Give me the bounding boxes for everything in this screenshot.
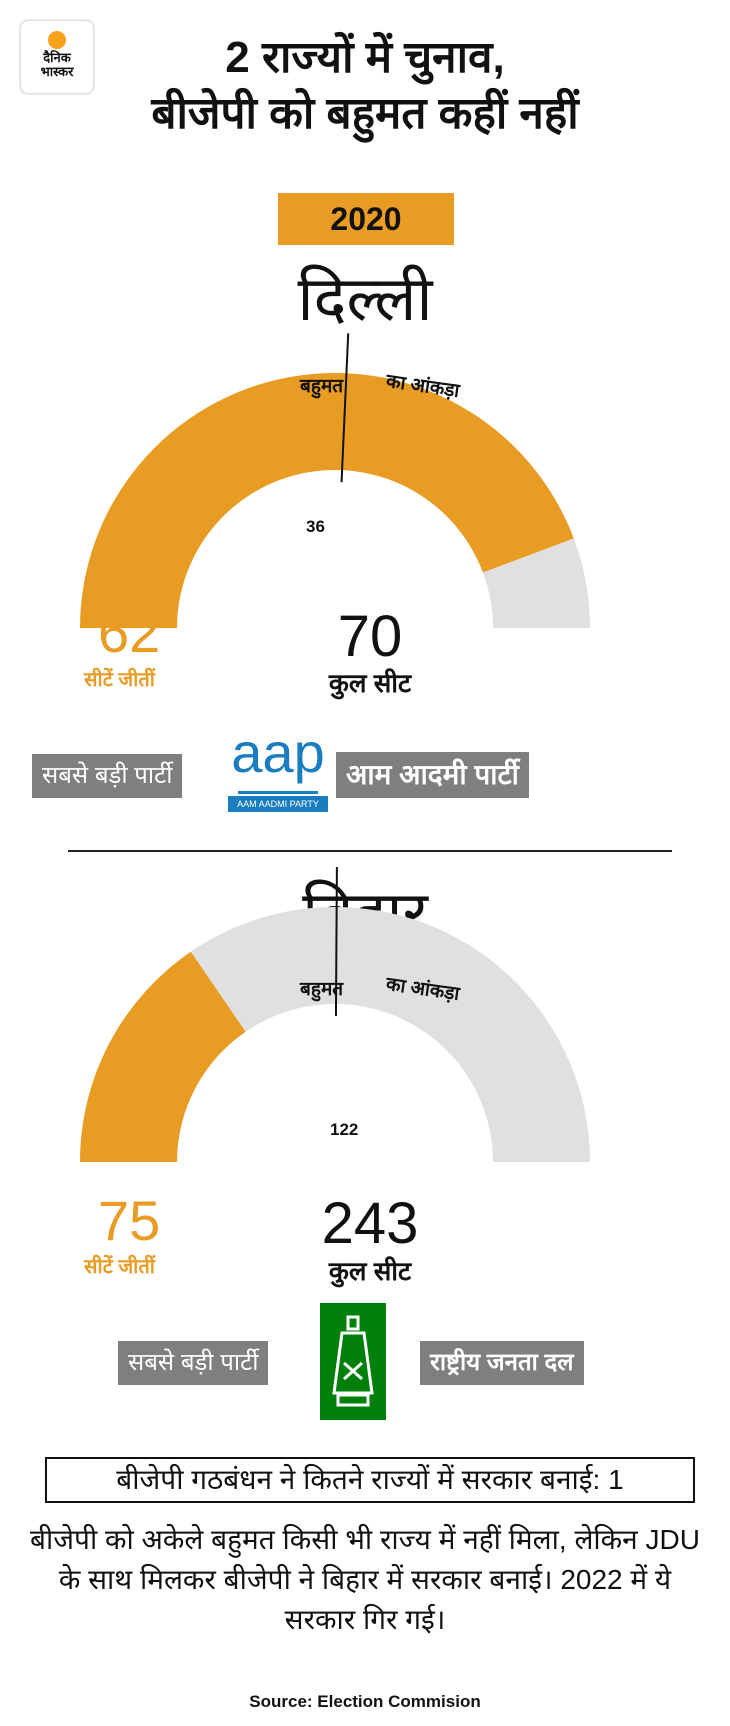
total-value: 70 [337, 604, 403, 669]
largest-party-label: सबसे बड़ी पार्टी [32, 754, 183, 798]
total-label: कुल सीट [328, 668, 412, 698]
summary-note: बीजेपी को अकेले बहुमत किसी भी राज्य में … [30, 1524, 700, 1635]
summary-question: बीजेपी गठबंधन ने कितने राज्यों में सरकार… [45, 1457, 695, 1503]
source: Source: Election Commision [249, 1692, 481, 1711]
page-title: 2 राज्यों में चुनाव, बीजेपी को बहुमत कही… [80, 30, 650, 142]
party-name: राष्ट्रीय जनता दल [420, 1341, 584, 1385]
divider [68, 850, 672, 852]
majority-value: 36 [306, 517, 325, 536]
majority-label-left: बहुमत [300, 376, 344, 397]
gauge-delhi [80, 333, 590, 628]
title-line2: बीजेपी को बहुमत कहीं नहीं [151, 89, 579, 138]
party-name: आम आदमी पार्टी [336, 752, 529, 798]
lantern-icon [332, 1315, 374, 1407]
year-badge: 2020 [278, 193, 454, 245]
brand-line1: दैनिक [43, 50, 71, 65]
won-label: सीटें जीतीं [84, 1256, 155, 1278]
brand-line2: भास्कर [40, 64, 74, 79]
majority-value: 122 [330, 1120, 359, 1139]
lantern-logo [320, 1303, 386, 1420]
majority-needle [334, 866, 338, 1017]
state-title-delhi: दिल्ली [297, 265, 433, 334]
broom-icon [238, 780, 318, 794]
aap-logo: aap AAM AADMI PARTY [228, 721, 328, 812]
gauge-bihar [80, 866, 590, 1162]
gauge-won-arc [80, 951, 246, 1162]
aap-logo-sub: AAM AADMI PARTY [228, 796, 328, 812]
won-value: 62 [98, 601, 161, 664]
gauge-remaining-arc [482, 538, 590, 628]
majority-needle [340, 333, 350, 483]
title-line1: 2 राज्यों में चुनाव, [225, 33, 505, 82]
gauge-remaining-arc [190, 907, 590, 1162]
won-value: 75 [98, 1189, 161, 1252]
won-label: सीटें जीतीं [84, 669, 155, 691]
gauge-won-arc [80, 372, 574, 628]
sun-icon [48, 31, 66, 49]
largest-party-label: सबसे बड़ी पार्टी [118, 1341, 269, 1385]
total-label: कुल सीट [328, 1256, 412, 1286]
aap-logo-text: aap [231, 721, 325, 784]
majority-label-left: बहुमत [300, 979, 344, 1000]
dainik-bhaskar-logo: दैनिक भास्कर [20, 20, 94, 94]
total-value: 243 [321, 1191, 419, 1256]
